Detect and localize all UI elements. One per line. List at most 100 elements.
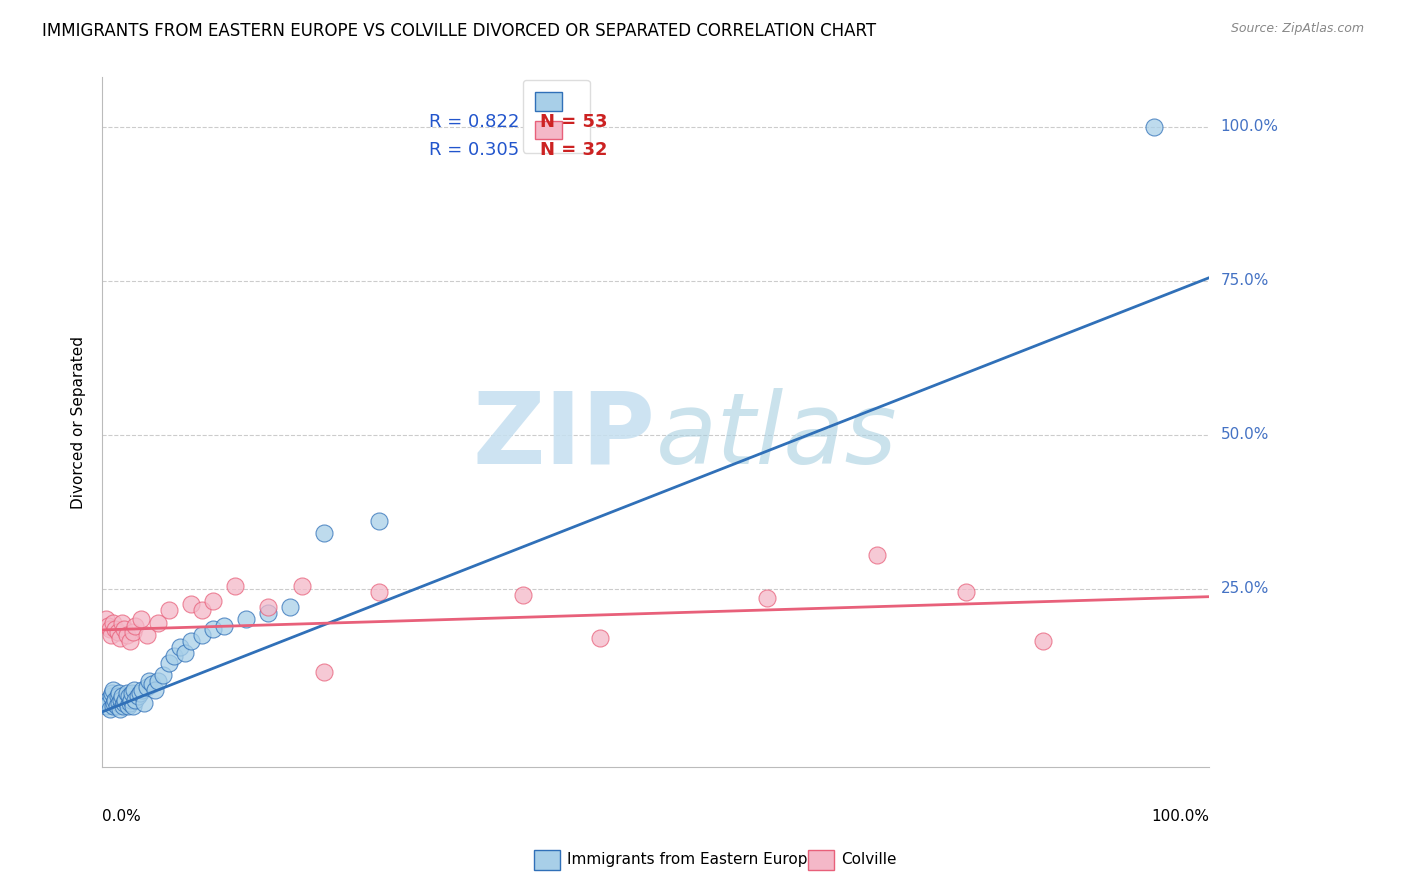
Point	[124, 683, 146, 698]
Point	[191, 628, 214, 642]
Point	[755, 591, 778, 605]
Point	[115, 686, 138, 700]
Point	[169, 640, 191, 655]
Point	[103, 683, 125, 698]
Point	[368, 584, 391, 599]
Point	[112, 622, 135, 636]
Point	[98, 622, 121, 636]
Point	[180, 634, 202, 648]
Text: 50.0%: 50.0%	[1220, 427, 1268, 442]
Point	[120, 692, 142, 706]
Point	[108, 696, 131, 710]
Point	[122, 698, 145, 713]
Point	[368, 514, 391, 528]
Point	[143, 683, 166, 698]
Point	[111, 690, 134, 704]
Point	[104, 692, 127, 706]
Text: Source: ZipAtlas.com: Source: ZipAtlas.com	[1230, 22, 1364, 36]
Point	[152, 668, 174, 682]
Point	[290, 578, 312, 592]
Point	[97, 618, 120, 632]
Point	[512, 588, 534, 602]
Point	[103, 615, 125, 630]
Point	[122, 624, 145, 639]
Point	[257, 607, 280, 621]
Point	[180, 597, 202, 611]
Point	[107, 624, 129, 639]
Text: 25.0%: 25.0%	[1220, 582, 1268, 596]
Point	[131, 683, 153, 698]
Y-axis label: Divorced or Separated: Divorced or Separated	[72, 336, 86, 508]
Point	[105, 698, 128, 713]
Point	[110, 692, 132, 706]
Point	[128, 686, 150, 700]
Point	[163, 649, 186, 664]
Point	[103, 698, 125, 713]
Legend: , : ,	[523, 79, 589, 153]
Point	[1032, 634, 1054, 648]
Text: 75.0%: 75.0%	[1220, 273, 1268, 288]
Point	[257, 600, 280, 615]
Text: atlas: atlas	[655, 388, 897, 484]
Point	[312, 526, 335, 541]
Point	[141, 677, 163, 691]
Text: IMMIGRANTS FROM EASTERN EUROPE VS COLVILLE DIVORCED OR SEPARATED CORRELATION CHA: IMMIGRANTS FROM EASTERN EUROPE VS COLVIL…	[42, 22, 876, 40]
Point	[114, 692, 136, 706]
Point	[224, 578, 246, 592]
Point	[111, 615, 134, 630]
Point	[108, 631, 131, 645]
Point	[103, 696, 125, 710]
Point	[201, 594, 224, 608]
Point	[104, 622, 127, 636]
Point	[129, 612, 152, 626]
Point	[146, 615, 169, 630]
Text: N = 32: N = 32	[540, 141, 607, 159]
Point	[134, 696, 156, 710]
Point	[100, 628, 122, 642]
Point	[1143, 120, 1166, 134]
Text: R = 0.822: R = 0.822	[429, 113, 519, 131]
Text: 100.0%: 100.0%	[1220, 120, 1278, 134]
Point	[235, 612, 257, 626]
Point	[107, 690, 129, 704]
Point	[174, 646, 197, 660]
Text: Colville: Colville	[841, 853, 896, 867]
Text: Immigrants from Eastern Europe: Immigrants from Eastern Europe	[567, 853, 817, 867]
Point	[112, 698, 135, 713]
Point	[115, 628, 138, 642]
Point	[589, 631, 612, 645]
Point	[280, 600, 302, 615]
Point	[138, 673, 160, 688]
Point	[100, 690, 122, 704]
Point	[118, 634, 141, 648]
Point	[135, 628, 157, 642]
Point	[97, 696, 120, 710]
Point	[146, 673, 169, 688]
Point	[94, 698, 117, 713]
Point	[191, 603, 214, 617]
Text: N = 53: N = 53	[540, 113, 607, 131]
Text: 0.0%: 0.0%	[103, 809, 141, 823]
Text: R = 0.305: R = 0.305	[429, 141, 519, 159]
Point	[121, 686, 143, 700]
Point	[108, 686, 131, 700]
Point	[98, 702, 121, 716]
Point	[118, 690, 141, 704]
Point	[124, 692, 146, 706]
Point	[118, 696, 141, 710]
Point	[108, 702, 131, 716]
Point	[157, 603, 180, 617]
Point	[117, 698, 139, 713]
Point	[157, 656, 180, 670]
Point	[127, 690, 149, 704]
Text: ZIP: ZIP	[472, 388, 655, 484]
Point	[101, 686, 124, 700]
Point	[135, 680, 157, 694]
Text: 100.0%: 100.0%	[1152, 809, 1209, 823]
Point	[201, 622, 224, 636]
Point	[124, 618, 146, 632]
Point	[97, 692, 120, 706]
Point	[212, 618, 235, 632]
Point	[112, 696, 135, 710]
Point	[955, 584, 977, 599]
